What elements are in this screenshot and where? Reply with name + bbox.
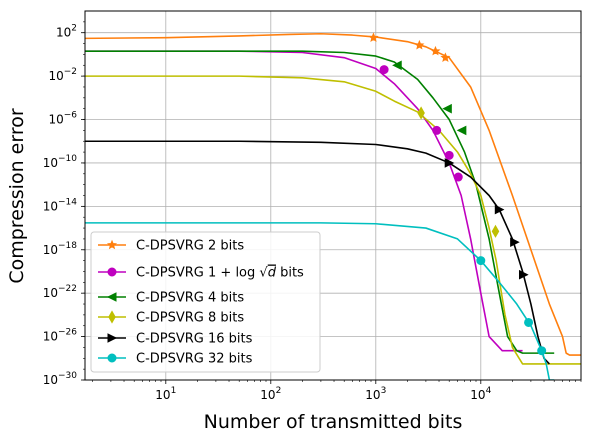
series-5-point [444, 158, 455, 168]
y-tick-exp: −30 [58, 371, 77, 381]
y-tick-exp: −26 [58, 328, 77, 338]
y-tick-base: 10 [43, 373, 58, 387]
y-tick-exp: −22 [58, 284, 77, 294]
x-ticks: 101 102 103 104 [92, 380, 582, 402]
y-tick-exp: −14 [58, 197, 77, 207]
y-tick-label: 10−26 [43, 328, 78, 344]
x-tick-base: 10 [155, 388, 170, 402]
x-tick-label: 102 [260, 386, 281, 402]
y-tick-label: 10−22 [43, 284, 77, 300]
series-6-point [476, 256, 486, 266]
series-3-point [456, 125, 467, 136]
series-lines [85, 32, 581, 380]
y-tick-base: 10 [43, 330, 58, 344]
series-2-point [432, 125, 442, 135]
series-line-5 [85, 140, 550, 365]
x-tick-base: 10 [470, 388, 485, 402]
x-tick-exp: 4 [486, 386, 492, 396]
series-1-point [414, 39, 425, 50]
series-line-6 [85, 222, 555, 380]
series-4-point [491, 224, 500, 238]
x-axis-label: Number of transmitted bits [204, 411, 463, 433]
y-tick-base: 10 [43, 156, 58, 170]
series-5-point [494, 204, 505, 215]
legend-box [90, 231, 321, 373]
series-6-point [537, 346, 547, 356]
legend-marker [107, 333, 118, 343]
legend-label: C-DPSVRG 8 bits [136, 311, 244, 326]
series-2-point [379, 65, 389, 75]
legend-marker [107, 353, 117, 363]
y-tick-base: 10 [56, 26, 71, 40]
legend-label: C-DPSVRG 32 bits [136, 352, 253, 367]
y-tick-base: 10 [43, 199, 58, 213]
series-1-point [430, 45, 441, 56]
series-2-point [453, 172, 463, 182]
series-4-point [417, 106, 425, 120]
x-tick-label: 101 [155, 386, 176, 402]
legend-label: C-DPSVRG 16 bits [136, 332, 253, 347]
series-markers [368, 32, 547, 356]
legend: C-DPSVRG 2 bits C-DPSVRG 1 + log √d bits C… [90, 231, 321, 373]
legend-marker [108, 310, 116, 324]
y-axis-label: Compression error [6, 108, 28, 284]
y-tick-exp: −18 [58, 241, 77, 251]
y-tick-exp: −6 [64, 111, 78, 121]
series-line-1 [85, 32, 581, 356]
series-2-point [444, 150, 454, 160]
y-tick-exp: −2 [64, 67, 77, 77]
legend-marker [107, 267, 117, 277]
x-tick-exp: 3 [381, 386, 387, 396]
y-tick-exp: −10 [58, 154, 77, 164]
series-1-point [440, 52, 451, 62]
y-tick-label: 102 [56, 24, 77, 40]
y-tick-base: 10 [48, 113, 63, 127]
series-6-point [524, 317, 534, 327]
y-tick-base: 10 [48, 69, 63, 83]
series-line-4 [85, 75, 581, 365]
legend-label: C-DPSVRG 2 bits [136, 239, 244, 254]
y-tick-base: 10 [43, 243, 58, 257]
x-tick-base: 10 [365, 388, 380, 402]
legend-marker [106, 239, 118, 250]
y-tick-label: 10−2 [48, 67, 77, 83]
y-tick-label: 10−6 [48, 111, 77, 127]
y-tick-label: 10−10 [43, 154, 78, 170]
x-tick-exp: 2 [276, 386, 282, 396]
legend-marker [106, 292, 117, 302]
y-tick-label: 10−14 [43, 197, 78, 213]
series-3-point [392, 60, 402, 71]
y-tick-exp: 2 [71, 24, 77, 34]
series-line-3 [85, 50, 555, 354]
legend-label: C-DPSVRG 1 + log √d bits [136, 266, 304, 281]
y-tick-base: 10 [43, 286, 58, 300]
series-5-point [510, 237, 520, 247]
x-tick-base: 10 [260, 388, 275, 402]
series-3-point [442, 103, 452, 114]
y-tick-label: 10−30 [43, 371, 78, 387]
legend-label: C-DPSVRG 4 bits [136, 291, 244, 306]
y-tick-label: 10−18 [43, 241, 78, 257]
series-1-point [368, 32, 379, 42]
x-tick-exp: 1 [171, 386, 177, 396]
y-ticks: 10210−210−610−1010−1410−1810−2210−2610−3… [43, 21, 85, 387]
x-tick-label: 103 [365, 386, 386, 402]
series-5-point [518, 269, 529, 280]
x-tick-label: 104 [470, 386, 491, 402]
